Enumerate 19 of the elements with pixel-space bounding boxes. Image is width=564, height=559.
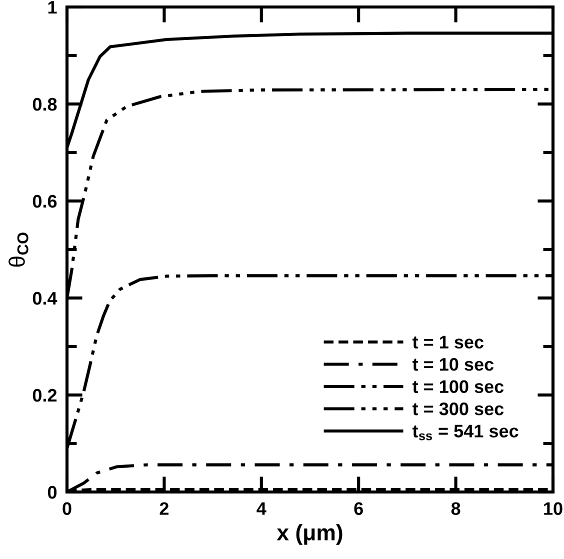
legend-label: t = 10 sec [412,358,494,371]
x-axis-title: x (μm) [276,524,342,545]
y-tick-label: 0.2 [32,388,57,402]
x-tick-label: 2 [160,502,168,515]
legend-label: t$_{ss}$ = 541 sec [412,424,518,440]
y-tick-label: 0.4 [32,292,58,305]
x-tick-label: 10 [544,502,562,515]
y-tick-label: 1 [48,1,57,14]
y-tick-label: 0.8 [32,98,57,111]
x-tick-label: 0 [62,502,72,515]
y-tick-label: 0.6 [32,194,57,208]
x-tick-label: 6 [354,502,363,515]
y-tick-label: 0 [48,486,57,499]
x-tick-label: 4 [256,502,266,515]
x-tick-label: 8 [451,502,460,515]
legend-label: t = 1 sec [412,336,484,349]
legend-label: t = 100 sec [412,380,504,394]
legend-label: t = 300 sec [412,402,504,416]
y-axis-title: θ$_{CO}$ [8,232,28,267]
